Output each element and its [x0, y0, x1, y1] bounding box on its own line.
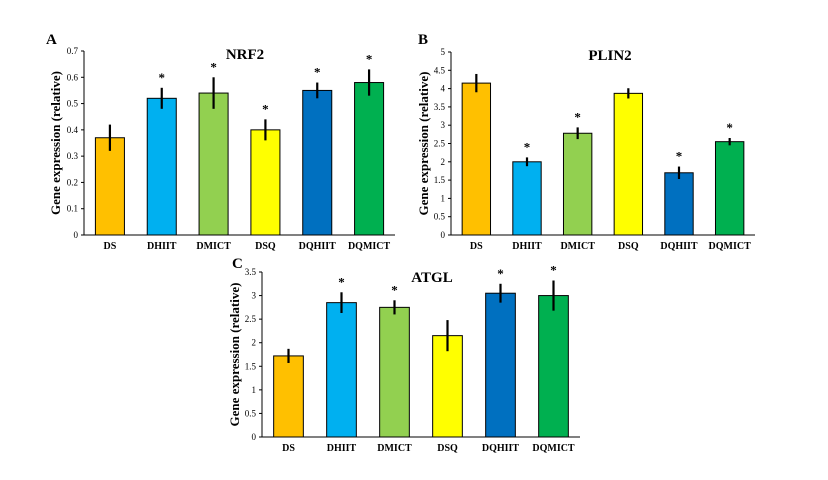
bar-dqhiit [485, 292, 516, 438]
y-tick-label: 1 [252, 385, 257, 395]
y-tick-label: 1 [441, 193, 446, 203]
chart-panel-c: C ATGL Gene expression (relative) 0 0.5 1 1.5 2… [227, 256, 580, 454]
bar-dmict [198, 92, 229, 236]
significance-marker: * [314, 65, 321, 80]
significance-marker: * [676, 149, 683, 164]
bar-dmict [379, 306, 410, 438]
bar-dhiit [146, 97, 177, 236]
y-tick-label: 0.7 [67, 46, 79, 56]
y-tick-label: 3.5 [434, 102, 446, 112]
x-tick-label: DS [104, 241, 117, 252]
y-tick-label: 0.5 [245, 408, 257, 418]
chart-title: ATGL [411, 270, 452, 286]
chart-panel-a: A NRF2 Gene expression (relative) 0 0.1 0.2 0.… [46, 32, 395, 252]
bar-ds [461, 82, 492, 236]
panel-letter: B [418, 32, 428, 48]
y-tick-label: 0.5 [67, 99, 79, 109]
bar-dqmict [714, 141, 745, 236]
chart-panel-b: B PLIN2 Gene expression (relative) 0 0.5 1 1.5… [416, 32, 755, 252]
significance-marker: * [159, 70, 166, 85]
significance-marker: * [550, 262, 557, 277]
y-tick-label: 0 [441, 230, 446, 240]
significance-marker: * [524, 139, 531, 154]
significance-marker: * [391, 282, 398, 297]
x-tick-label: DQHIIT [299, 241, 337, 252]
y-tick-label: 1.5 [245, 361, 257, 371]
y-tick-label: 3 [252, 291, 257, 301]
bar-dqmict [538, 295, 569, 438]
x-tick-label: DMICT [560, 241, 595, 252]
y-tick-label: 5 [441, 47, 446, 57]
bar-dmict [562, 132, 593, 236]
x-tick-label: DSQ [255, 241, 276, 252]
significance-marker: * [338, 274, 345, 289]
y-tick-label: 2 [441, 157, 446, 167]
y-tick-label: 1.5 [434, 175, 446, 185]
x-tick-label: DHIIT [327, 443, 357, 454]
panel-letter: A [46, 32, 57, 48]
significance-marker: * [726, 120, 733, 135]
x-tick-label: DHIIT [512, 241, 542, 252]
x-tick-label: DMICT [196, 241, 231, 252]
y-tick-label: 3.5 [245, 267, 257, 277]
x-tick-label: DMICT [377, 443, 412, 454]
y-tick-label: 0 [252, 432, 257, 442]
chart-title: NRF2 [226, 47, 264, 63]
bar-dhiit [326, 302, 357, 438]
significance-marker: * [497, 266, 504, 281]
y-tick-label: 0.1 [67, 204, 78, 214]
y-tick-label: 0.5 [434, 212, 446, 222]
x-tick-label: DS [470, 241, 483, 252]
panel-letter: C [232, 256, 243, 272]
y-axis-label: Gene expression (relative) [227, 283, 242, 427]
bar-dsq [432, 335, 463, 438]
x-tick-label: DQHIIT [660, 241, 698, 252]
bar-ds [94, 137, 125, 236]
x-tick-label: DQMICT [709, 241, 752, 252]
x-tick-label: DSQ [437, 443, 458, 454]
y-tick-label: 4.5 [434, 65, 446, 75]
x-tick-label: DS [282, 443, 295, 454]
y-tick-label: 2.5 [434, 139, 446, 149]
bar-dqhiit [664, 172, 694, 236]
y-tick-label: 2.5 [245, 314, 257, 324]
x-tick-label: DQHIIT [482, 443, 520, 454]
y-tick-label: 3 [441, 120, 446, 130]
x-tick-label: DQMICT [348, 241, 391, 252]
bar-dsq [613, 92, 644, 236]
y-tick-label: 2 [252, 338, 257, 348]
y-tick-label: 0 [74, 230, 79, 240]
y-tick-label: 0.3 [67, 151, 79, 161]
bar-dqhiit [302, 89, 333, 236]
bar-ds [273, 355, 304, 438]
y-tick-label: 4 [441, 84, 446, 94]
x-tick-label: DHIIT [147, 241, 177, 252]
bar-dsq [250, 129, 281, 236]
significance-marker: * [210, 59, 217, 74]
bar-dhiit [512, 161, 542, 236]
y-axis-label: Gene expression (relative) [416, 72, 431, 216]
y-tick-label: 0.6 [67, 72, 79, 82]
x-tick-label: DSQ [618, 241, 639, 252]
significance-marker: * [574, 109, 581, 124]
y-axis-label: Gene expression (relative) [48, 71, 63, 215]
bar-dqmict [354, 82, 385, 236]
chart-title: PLIN2 [588, 48, 631, 64]
significance-marker: * [262, 101, 269, 116]
x-tick-label: DQMICT [532, 443, 575, 454]
y-tick-label: 0.4 [67, 125, 79, 135]
y-tick-label: 0.2 [67, 177, 78, 187]
significance-marker: * [366, 51, 373, 66]
